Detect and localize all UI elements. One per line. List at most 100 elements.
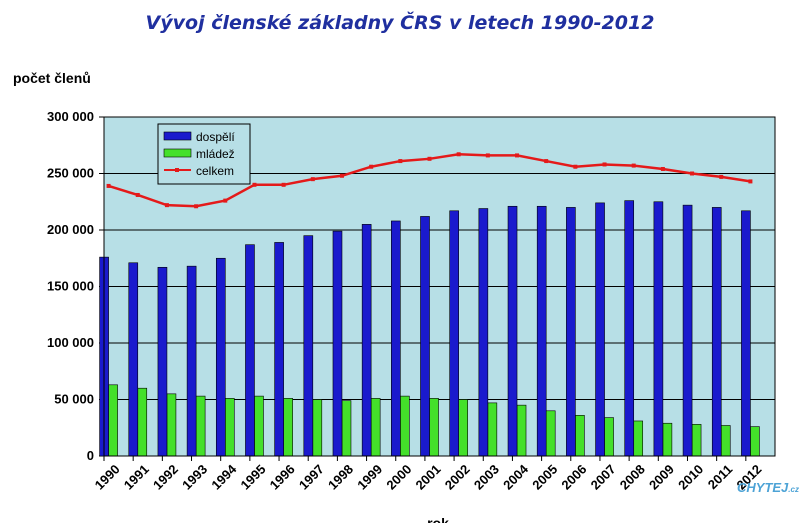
bar-mladez-2003 xyxy=(487,402,498,457)
legend-swatch xyxy=(163,148,192,158)
legend-label: mládež xyxy=(196,147,235,161)
x-tick-label: 1991 xyxy=(121,462,152,493)
bar-dospeli-2008 xyxy=(624,200,635,457)
point-celkem-1997 xyxy=(310,177,315,182)
x-tick-label: 1990 xyxy=(92,462,123,493)
site-watermark: CHYTEJ.cz xyxy=(737,480,799,495)
bar-dospeli-2000 xyxy=(391,220,401,457)
bar-dospeli-2011 xyxy=(711,207,722,457)
y-tick-label: 150 000 xyxy=(47,279,94,294)
bar-dospeli-2003 xyxy=(478,208,489,457)
bar-dospeli-2002 xyxy=(449,210,459,457)
point-celkem-2006 xyxy=(573,164,578,169)
bar-mladez-2012 xyxy=(750,426,760,457)
bar-dospeli-1996 xyxy=(274,242,284,457)
bar-dospeli-1998 xyxy=(332,230,343,457)
point-celkem-1998 xyxy=(339,173,344,178)
point-celkem-1999 xyxy=(369,164,374,169)
x-tick-label: 2006 xyxy=(558,462,589,493)
watermark-text: CHYTEJ xyxy=(737,480,789,495)
bar-dospeli-2009 xyxy=(653,201,664,457)
legend-swatch xyxy=(163,131,192,141)
bar-dospeli-1999 xyxy=(361,224,372,457)
point-celkem-2007 xyxy=(602,162,607,167)
bar-dospeli-1992 xyxy=(157,266,168,457)
x-tick-label: 2005 xyxy=(529,462,560,493)
point-celkem-2001 xyxy=(427,156,432,161)
bar-dospeli-2004 xyxy=(507,205,518,457)
point-celkem-1990 xyxy=(106,183,111,188)
point-celkem-2012 xyxy=(748,179,753,184)
x-tick-label: 2010 xyxy=(675,462,706,493)
point-celkem-2003 xyxy=(485,153,490,158)
x-tick-label: 2003 xyxy=(471,462,502,493)
bar-mladez-2002 xyxy=(458,399,468,457)
bar-mladez-1990 xyxy=(108,384,118,457)
point-celkem-2011 xyxy=(719,174,724,179)
bar-dospeli-1991 xyxy=(128,262,139,457)
bar-dospeli-2010 xyxy=(682,204,693,457)
bar-mladez-2000 xyxy=(400,395,410,457)
x-tick-label: 1996 xyxy=(267,462,298,493)
point-celkem-2010 xyxy=(690,171,695,176)
bar-mladez-1996 xyxy=(283,398,293,457)
point-celkem-2002 xyxy=(456,152,461,157)
bar-mladez-2007 xyxy=(604,417,614,457)
x-tick-label: 2002 xyxy=(442,462,473,493)
point-celkem-2008 xyxy=(631,163,636,168)
legend-label: dospělí xyxy=(196,130,235,144)
bar-mladez-2008 xyxy=(633,420,644,457)
point-celkem-1993 xyxy=(194,204,199,209)
x-tick-label: 1995 xyxy=(238,462,269,493)
point-celkem-2005 xyxy=(544,159,549,164)
x-tick-label: 1999 xyxy=(354,462,385,493)
x-axis-label: rok xyxy=(427,515,449,523)
y-tick-label: 200 000 xyxy=(47,222,94,237)
bar-mladez-1997 xyxy=(312,399,323,457)
bar-dospeli-1993 xyxy=(186,265,197,457)
bar-mladez-2011 xyxy=(720,425,731,457)
bar-mladez-1994 xyxy=(224,398,235,457)
y-axis-label: počet členů xyxy=(13,70,91,86)
bar-dospeli-1994 xyxy=(215,257,226,457)
chart-title: Vývoj členské základny ČRS v letech 1990… xyxy=(145,12,655,34)
point-celkem-1991 xyxy=(135,192,140,197)
x-tick-label: 2007 xyxy=(588,462,619,493)
point-celkem-1994 xyxy=(223,198,228,203)
x-tick-label: 2001 xyxy=(413,462,444,493)
y-tick-label: 300 000 xyxy=(47,109,94,124)
x-tick-label: 2008 xyxy=(617,462,648,493)
y-tick-label: 100 000 xyxy=(47,335,94,350)
point-celkem-1996 xyxy=(281,182,286,187)
legend-label: celkem xyxy=(196,164,234,178)
x-tick-label: 1997 xyxy=(296,462,327,493)
bar-mladez-2005 xyxy=(545,410,556,457)
bar-mladez-2009 xyxy=(662,422,673,457)
bar-mladez-1998 xyxy=(341,400,352,457)
bar-mladez-2001 xyxy=(429,398,439,457)
y-tick-label: 0 xyxy=(87,448,94,463)
bar-mladez-2004 xyxy=(516,404,527,457)
y-tick-label: 50 000 xyxy=(54,392,94,407)
bar-dospeli-1995 xyxy=(245,244,255,457)
y-tick-label: 250 000 xyxy=(47,166,94,181)
point-celkem-2000 xyxy=(398,159,403,164)
point-celkem-1992 xyxy=(164,203,169,208)
bar-dospeli-2007 xyxy=(595,202,605,457)
bar-mladez-1991 xyxy=(137,387,148,457)
point-celkem-2004 xyxy=(515,153,520,158)
bar-dospeli-1997 xyxy=(303,235,314,457)
point-celkem-1995 xyxy=(252,182,257,187)
bar-mladez-1993 xyxy=(195,395,206,457)
x-tick-label: 1994 xyxy=(208,461,240,493)
x-tick-label: 2004 xyxy=(500,461,532,493)
legend-marker xyxy=(175,168,179,172)
x-tick-label: 2009 xyxy=(646,462,677,493)
plot-border xyxy=(103,116,776,457)
x-tick-label: 1998 xyxy=(325,462,356,493)
bar-mladez-2010 xyxy=(691,424,702,457)
bar-dospeli-2006 xyxy=(566,207,576,457)
watermark-suffix: .cz xyxy=(788,485,799,494)
x-tick-label: 2011 xyxy=(705,462,736,493)
